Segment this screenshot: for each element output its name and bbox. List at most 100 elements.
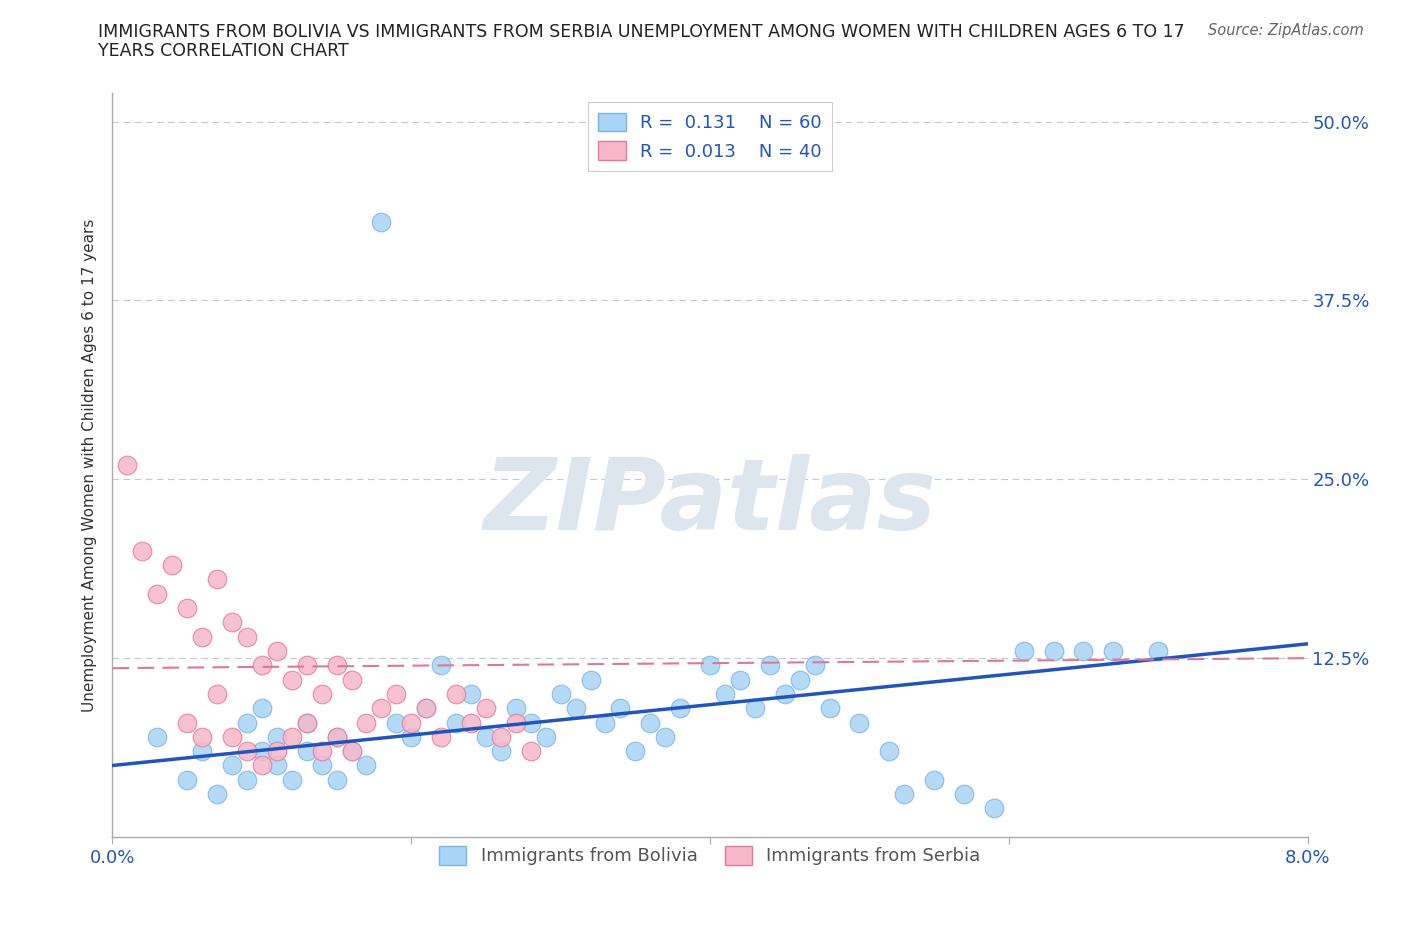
Text: YEARS CORRELATION CHART: YEARS CORRELATION CHART: [98, 42, 349, 60]
Point: [520, 715, 543, 730]
Point: [773, 686, 796, 701]
Point: [534, 729, 557, 744]
Point: [250, 744, 273, 759]
Point: [579, 672, 602, 687]
Point: [699, 658, 721, 672]
Point: [295, 658, 318, 672]
Point: [250, 701, 273, 716]
Point: [311, 744, 333, 759]
Point: [789, 672, 811, 687]
Text: IMMIGRANTS FROM BOLIVIA VS IMMIGRANTS FROM SERBIA UNEMPLOYMENT AMONG WOMEN WITH : IMMIGRANTS FROM BOLIVIA VS IMMIGRANTS FR…: [98, 23, 1185, 41]
Point: [818, 701, 841, 716]
Point: [176, 601, 198, 616]
Point: [505, 715, 527, 730]
Point: [191, 744, 214, 759]
Point: [176, 715, 198, 730]
Point: [356, 715, 378, 730]
Point: [205, 686, 228, 701]
Point: [640, 715, 662, 730]
Point: [311, 686, 333, 701]
Point: [654, 729, 676, 744]
Point: [595, 715, 617, 730]
Point: [205, 572, 228, 587]
Point: [311, 758, 333, 773]
Point: [564, 701, 586, 716]
Point: [877, 744, 901, 759]
Point: [893, 787, 915, 802]
Point: [415, 701, 437, 716]
Point: [146, 729, 169, 744]
Point: [176, 772, 198, 787]
Point: [325, 772, 347, 787]
Point: [236, 630, 259, 644]
Point: [475, 701, 498, 716]
Point: [385, 686, 408, 701]
Point: [295, 744, 318, 759]
Point: [325, 729, 347, 744]
Point: [1102, 644, 1125, 658]
Point: [266, 644, 288, 658]
Point: [415, 701, 437, 716]
Point: [236, 715, 259, 730]
Text: ZIPatlas: ZIPatlas: [484, 454, 936, 551]
Point: [250, 758, 273, 773]
Point: [266, 758, 288, 773]
Point: [325, 729, 347, 744]
Point: [191, 630, 214, 644]
Point: [205, 787, 228, 802]
Point: [221, 758, 243, 773]
Point: [803, 658, 825, 672]
Y-axis label: Unemployment Among Women with Children Ages 6 to 17 years: Unemployment Among Women with Children A…: [82, 219, 97, 711]
Point: [1042, 644, 1064, 658]
Point: [340, 744, 363, 759]
Point: [266, 744, 288, 759]
Legend: Immigrants from Bolivia, Immigrants from Serbia: Immigrants from Bolivia, Immigrants from…: [432, 839, 988, 872]
Point: [266, 729, 288, 744]
Point: [489, 744, 512, 759]
Point: [505, 701, 527, 716]
Text: Source: ZipAtlas.com: Source: ZipAtlas.com: [1208, 23, 1364, 38]
Point: [340, 744, 363, 759]
Point: [281, 672, 304, 687]
Point: [922, 772, 945, 787]
Point: [146, 586, 169, 601]
Point: [370, 701, 392, 716]
Point: [250, 658, 273, 672]
Point: [744, 701, 766, 716]
Point: [848, 715, 870, 730]
Point: [1012, 644, 1035, 658]
Point: [728, 672, 751, 687]
Point: [609, 701, 631, 716]
Point: [295, 715, 318, 730]
Point: [430, 658, 453, 672]
Point: [356, 758, 378, 773]
Point: [1147, 644, 1170, 658]
Point: [340, 672, 363, 687]
Point: [489, 729, 512, 744]
Point: [759, 658, 782, 672]
Point: [236, 772, 259, 787]
Point: [370, 214, 392, 229]
Point: [983, 801, 1005, 816]
Point: [131, 543, 153, 558]
Point: [714, 686, 737, 701]
Point: [325, 658, 347, 672]
Point: [460, 686, 482, 701]
Point: [117, 458, 139, 472]
Point: [385, 715, 408, 730]
Point: [1073, 644, 1095, 658]
Point: [221, 615, 243, 630]
Point: [281, 772, 304, 787]
Point: [953, 787, 976, 802]
Point: [191, 729, 214, 744]
Point: [281, 729, 304, 744]
Point: [520, 744, 543, 759]
Point: [475, 729, 498, 744]
Point: [550, 686, 572, 701]
Point: [444, 686, 467, 701]
Point: [430, 729, 453, 744]
Point: [401, 715, 423, 730]
Point: [669, 701, 692, 716]
Point: [295, 715, 318, 730]
Point: [444, 715, 467, 730]
